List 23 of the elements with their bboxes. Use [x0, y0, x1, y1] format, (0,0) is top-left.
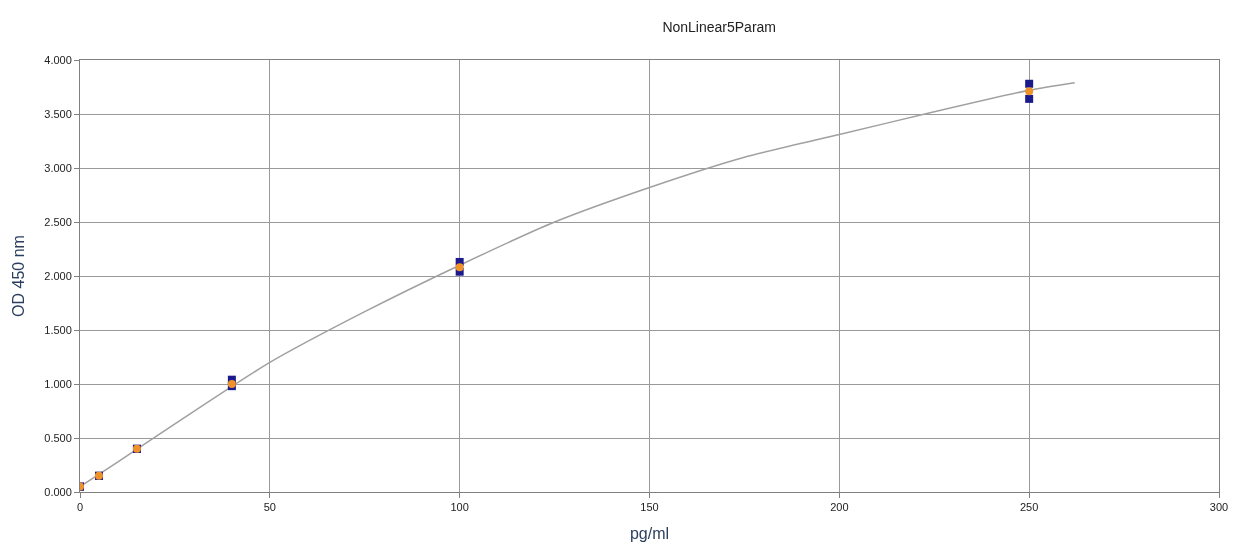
- x-tick-label: 200: [830, 501, 849, 514]
- y-tick-label: 2.000: [44, 269, 72, 282]
- x-axis-title: pg/ml: [629, 524, 670, 542]
- y-tick-label: 1.500: [44, 323, 72, 336]
- y-tick-label: 0.500: [44, 431, 72, 444]
- y-tick-label: 0.000: [44, 485, 72, 498]
- x-tick-label: 50: [263, 501, 276, 514]
- x-tick-label: 250: [1019, 501, 1039, 514]
- x-tick-label: 100: [450, 501, 469, 514]
- y-tick-label: 3.000: [44, 161, 72, 174]
- y-tick-label: 2.500: [44, 215, 72, 228]
- x-tick-label: 300: [1209, 501, 1229, 514]
- point: [1025, 87, 1034, 96]
- y-tick-label: 3.500: [44, 107, 72, 120]
- x-tick-label: 150: [640, 501, 659, 514]
- chart-title: NonLinear5Param: [662, 18, 777, 35]
- y-axis-title: OD 450 nm: [10, 235, 28, 317]
- x-tick-label: 0: [76, 501, 84, 514]
- point: [1025, 79, 1034, 88]
- point: [455, 263, 464, 272]
- y-tick-label: 4.000: [44, 53, 72, 66]
- y-tick-label: 1.000: [44, 377, 72, 390]
- point: [1025, 94, 1034, 103]
